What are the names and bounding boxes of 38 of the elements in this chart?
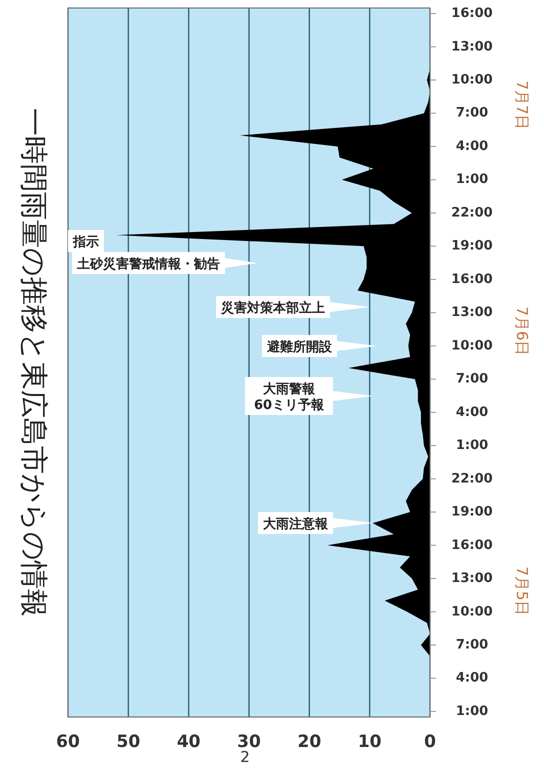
y-tick-label: 22:00 (451, 471, 493, 486)
y-tick-label: 1:00 (456, 172, 488, 188)
y-tick-label: 16:00 (451, 272, 493, 287)
y-tick-label: 7:00 (456, 372, 488, 387)
y-tick-label: 10:00 (451, 338, 493, 354)
y-tick-label: 13:00 (451, 571, 493, 586)
annotation: 土砂災害警戒情報・勧告 (76, 256, 220, 272)
y-tick-label: 4:00 (456, 404, 488, 420)
y-tick-label: 16:00 (451, 538, 493, 553)
annotation: 災害対策本部立上 (220, 300, 325, 316)
y-tick-label: 1:00 (456, 704, 488, 719)
y-tick-label: 16:00 (451, 6, 493, 22)
y-tick-label: 19:00 (451, 238, 493, 254)
y-tick-label: 4:00 (456, 670, 488, 686)
annotation: 大雨警報 60ミリ予報 (254, 382, 326, 413)
y-tick-label: 4:00 (456, 138, 488, 154)
y-tick-label: 7:00 (456, 106, 488, 121)
y-tick-label: 10:00 (451, 604, 493, 620)
x-tick-label: 50 (116, 732, 140, 752)
x-tick-label: 20 (297, 732, 322, 752)
annotation: 大雨注意報 (263, 516, 329, 532)
annotation: 指示 (72, 235, 99, 250)
y-tick-label: 13:00 (451, 305, 493, 320)
x-tick-label: 60 (56, 732, 80, 752)
text: 一時間雨量の推移と東広島市からの情報 (18, 108, 50, 617)
x-tick-label: 40 (176, 732, 201, 752)
text: 7月6日 (513, 306, 531, 356)
y-tick-label: 13:00 (451, 39, 493, 54)
x-tick-label: 0 (424, 732, 436, 752)
annotation: 避難所開設 (266, 339, 333, 355)
y-tick-label: 10:00 (451, 72, 493, 88)
y-tick-label: 1:00 (456, 438, 488, 454)
text: 7月5日 (513, 566, 531, 616)
y-tick-label: 19:00 (451, 504, 493, 520)
x-tick-label: 10 (358, 732, 382, 752)
y-tick-label: 22:00 (451, 205, 493, 220)
text: 7月7日 (513, 80, 531, 130)
y-tick-label: 7:00 (456, 637, 488, 652)
